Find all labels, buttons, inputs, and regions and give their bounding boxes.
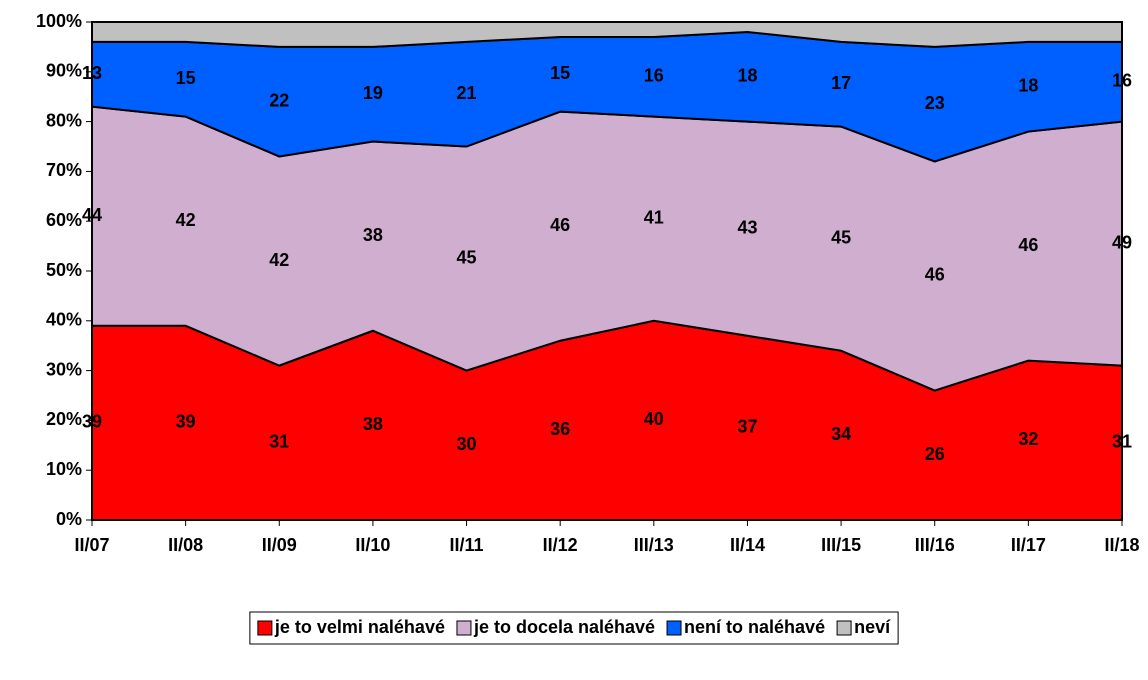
legend-swatch — [666, 620, 682, 636]
x-tick-label: II/09 — [262, 535, 297, 555]
legend-swatch — [456, 620, 472, 636]
legend-swatch — [836, 620, 852, 636]
data-label: 43 — [737, 217, 757, 237]
data-label: 30 — [457, 434, 477, 454]
data-label: 39 — [176, 412, 196, 432]
data-label: 42 — [176, 210, 196, 230]
y-tick-label: 20% — [46, 409, 82, 429]
data-label: 18 — [737, 66, 757, 86]
data-label: 38 — [363, 414, 383, 434]
data-label: 32 — [1018, 429, 1038, 449]
data-label: 22 — [269, 90, 289, 110]
x-tick-label: III/15 — [821, 535, 861, 555]
data-label: 38 — [363, 225, 383, 245]
y-tick-label: 30% — [46, 359, 82, 379]
data-label: 16 — [644, 66, 664, 86]
y-tick-label: 50% — [46, 260, 82, 280]
x-tick-label: II/17 — [1011, 535, 1046, 555]
y-tick-label: 10% — [46, 459, 82, 479]
data-label: 45 — [457, 247, 477, 267]
legend: je to velmi naléhavé je to docela naléhav… — [249, 611, 899, 645]
y-tick-label: 70% — [46, 160, 82, 180]
y-tick-label: 90% — [46, 61, 82, 81]
x-tick-label: II/14 — [730, 535, 765, 555]
x-tick-label: II/12 — [543, 535, 578, 555]
data-label: 15 — [176, 68, 196, 88]
data-label: 31 — [269, 432, 289, 452]
legend-box — [249, 611, 899, 645]
data-label: 21 — [457, 83, 477, 103]
data-label: 34 — [831, 424, 851, 444]
x-tick-label: II/07 — [74, 535, 109, 555]
data-label: 46 — [550, 215, 570, 235]
y-tick-label: 100% — [36, 11, 82, 31]
x-tick-label: II/11 — [450, 535, 484, 555]
data-label: 46 — [925, 265, 945, 285]
legend-label: není to naléhavé — [684, 617, 825, 637]
x-tick-label: III/16 — [915, 535, 955, 555]
y-tick-label: 40% — [46, 310, 82, 330]
data-label: 36 — [550, 419, 570, 439]
x-tick-label: II/18 — [1104, 535, 1139, 555]
legend-swatch — [257, 620, 273, 636]
data-label: 40 — [644, 409, 664, 429]
data-label: 26 — [925, 444, 945, 464]
data-label: 19 — [363, 83, 383, 103]
data-label: 23 — [925, 93, 945, 113]
data-label: 18 — [1018, 75, 1038, 95]
x-tick-label: II/08 — [168, 535, 203, 555]
data-label: 41 — [644, 207, 664, 227]
x-tick-label: III/13 — [634, 535, 674, 555]
data-label: 46 — [1018, 235, 1038, 255]
y-tick-label: 0% — [56, 509, 82, 529]
data-label: 42 — [269, 250, 289, 270]
legend-label: neví — [854, 617, 891, 637]
y-tick-label: 60% — [46, 210, 82, 230]
data-label: 37 — [737, 417, 757, 437]
x-tick-label: II/10 — [355, 535, 390, 555]
data-label: 17 — [831, 73, 851, 93]
legend-label: je to docela naléhavé — [473, 617, 655, 637]
data-label: 45 — [831, 227, 851, 247]
legend-label: je to velmi naléhavé — [274, 617, 445, 637]
data-label: 15 — [550, 63, 570, 83]
y-tick-label: 80% — [46, 110, 82, 130]
